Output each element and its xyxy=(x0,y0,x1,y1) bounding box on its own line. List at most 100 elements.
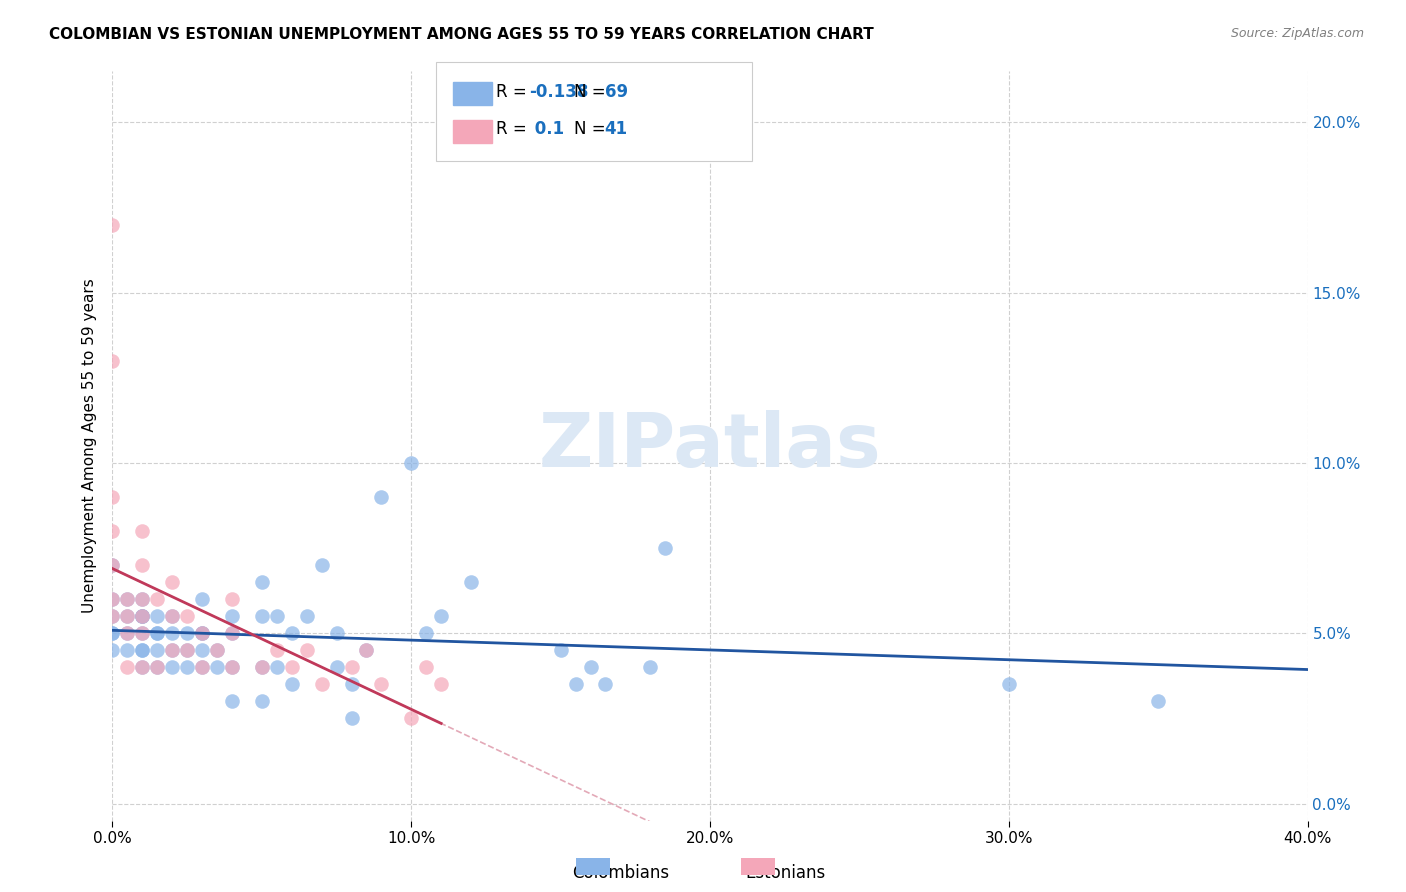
Point xyxy=(356,643,378,657)
Point xyxy=(117,609,139,624)
Point xyxy=(266,609,288,624)
Point xyxy=(131,592,153,607)
Point xyxy=(131,558,153,573)
Point xyxy=(101,626,124,640)
Point xyxy=(162,626,183,640)
Point xyxy=(250,609,273,624)
Point xyxy=(401,711,423,725)
Point xyxy=(191,626,214,640)
Point xyxy=(162,660,183,674)
Point xyxy=(640,660,662,674)
Point xyxy=(117,643,139,657)
Point xyxy=(101,643,124,657)
Point xyxy=(221,609,243,624)
Point xyxy=(101,354,124,368)
Point xyxy=(564,677,586,691)
Text: -0.138: -0.138 xyxy=(529,83,588,101)
Point xyxy=(370,490,392,504)
Point xyxy=(162,609,183,624)
Point xyxy=(101,609,124,624)
Text: COLOMBIAN VS ESTONIAN UNEMPLOYMENT AMONG AGES 55 TO 59 YEARS CORRELATION CHART: COLOMBIAN VS ESTONIAN UNEMPLOYMENT AMONG… xyxy=(49,27,875,42)
Point xyxy=(295,643,318,657)
Text: 41: 41 xyxy=(605,120,627,138)
Point xyxy=(146,626,169,640)
Point xyxy=(176,660,198,674)
Point xyxy=(281,677,304,691)
Point xyxy=(101,609,124,624)
Y-axis label: Unemployment Among Ages 55 to 59 years: Unemployment Among Ages 55 to 59 years xyxy=(82,278,97,614)
Point xyxy=(101,558,124,573)
Point xyxy=(205,643,228,657)
Text: R =: R = xyxy=(496,83,533,101)
Point xyxy=(131,626,153,640)
Point xyxy=(221,660,243,674)
Point xyxy=(117,592,139,607)
Point xyxy=(131,592,153,607)
Point xyxy=(325,660,347,674)
Point xyxy=(131,609,153,624)
Point xyxy=(131,643,153,657)
Point xyxy=(117,626,139,640)
Point xyxy=(131,660,153,674)
Point xyxy=(191,660,214,674)
Point xyxy=(340,711,363,725)
Point xyxy=(430,677,453,691)
Point xyxy=(146,609,169,624)
Text: 0.1: 0.1 xyxy=(529,120,564,138)
Text: ZIPatlas: ZIPatlas xyxy=(538,409,882,483)
Point xyxy=(415,660,437,674)
Point xyxy=(131,609,153,624)
Point xyxy=(146,626,169,640)
Point xyxy=(131,643,153,657)
Point xyxy=(176,609,198,624)
Point xyxy=(221,660,243,674)
Point xyxy=(162,643,183,657)
Point xyxy=(430,609,453,624)
Point xyxy=(191,626,214,640)
Point xyxy=(176,643,198,657)
Point xyxy=(146,660,169,674)
Point xyxy=(340,677,363,691)
Point xyxy=(370,677,392,691)
Point xyxy=(101,592,124,607)
Point xyxy=(550,643,572,657)
Point xyxy=(281,660,304,674)
Point xyxy=(101,558,124,573)
Text: Colombians: Colombians xyxy=(572,864,669,882)
Point xyxy=(250,660,273,674)
Point xyxy=(101,218,124,232)
Point xyxy=(281,626,304,640)
Point xyxy=(131,524,153,538)
Point xyxy=(325,626,347,640)
Point xyxy=(266,643,288,657)
Point xyxy=(401,456,423,470)
Point xyxy=(250,575,273,590)
Point xyxy=(654,541,676,556)
Point xyxy=(101,490,124,504)
Point xyxy=(117,626,139,640)
Point xyxy=(250,660,273,674)
Point xyxy=(162,643,183,657)
Text: N =: N = xyxy=(574,120,610,138)
Text: N =: N = xyxy=(574,83,610,101)
Text: Estonians: Estonians xyxy=(745,864,825,882)
Point xyxy=(191,660,214,674)
Point xyxy=(117,609,139,624)
Point xyxy=(221,592,243,607)
Point xyxy=(415,626,437,640)
Point xyxy=(595,677,617,691)
Point xyxy=(266,660,288,674)
Point xyxy=(146,643,169,657)
Point xyxy=(117,660,139,674)
Point xyxy=(191,643,214,657)
Point xyxy=(162,609,183,624)
Point xyxy=(205,643,228,657)
Point xyxy=(131,660,153,674)
Point xyxy=(101,524,124,538)
Point xyxy=(250,694,273,708)
Point xyxy=(1147,694,1170,708)
Text: R =: R = xyxy=(496,120,533,138)
Point xyxy=(460,575,482,590)
Point xyxy=(176,643,198,657)
Point xyxy=(998,677,1021,691)
